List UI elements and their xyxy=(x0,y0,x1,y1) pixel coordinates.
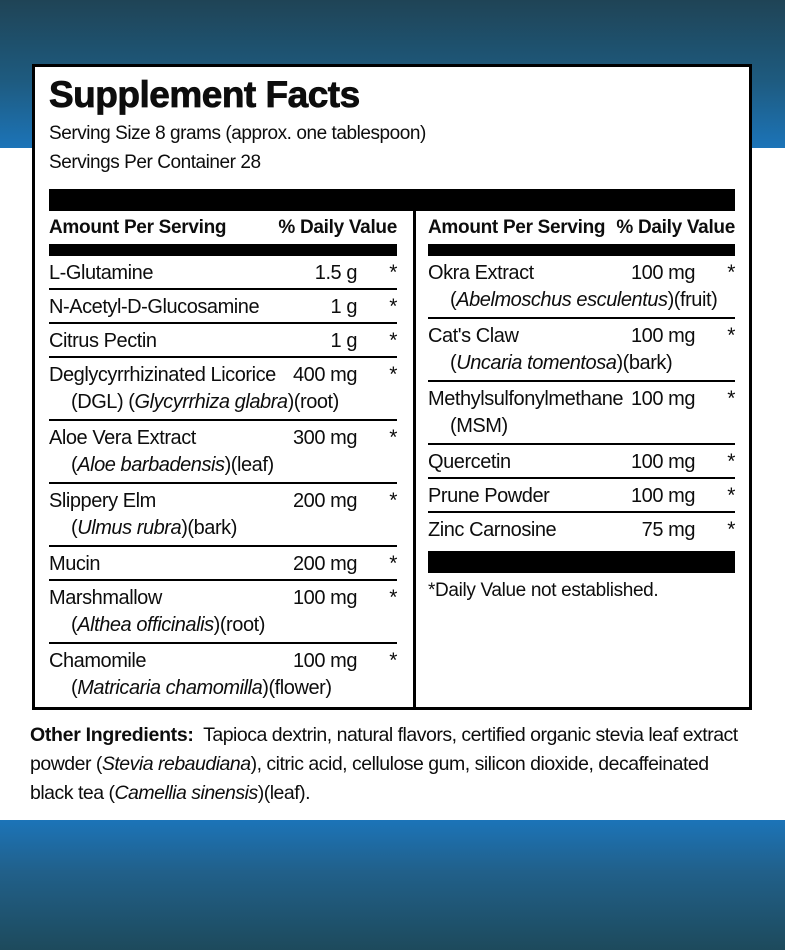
ingredient-amount: 400 mg xyxy=(292,364,357,386)
left-header-bar xyxy=(49,244,397,256)
other-ingredients-label: Other Ingredients: xyxy=(30,724,194,746)
column-divider xyxy=(413,211,416,707)
panel-inner: Supplement Facts Serving Size 8 grams (a… xyxy=(35,67,749,707)
other-ingredients-text: ), citric acid, cellulose gum, silicon d… xyxy=(30,753,709,804)
ingredient-row: Deglycyrrhizinated Licorice 400 mg * (DG… xyxy=(49,358,397,421)
ingredient-amount: 100 mg xyxy=(630,262,695,284)
daily-value-header: % Daily Value xyxy=(616,217,735,238)
right-column-header: Amount Per Serving % Daily Value xyxy=(428,211,735,244)
ingredient-source: (Uncaria tomentosa)(bark) xyxy=(450,352,673,374)
daily-value-asterisk: * xyxy=(389,295,397,318)
other-ingredients-text: Tapioca dextrin, natural flavors, certif… xyxy=(30,724,738,775)
ingredient-row: L-Glutamine 1.5 g * xyxy=(49,256,397,290)
ingredient-source: (Ulmus rubra)(bark) xyxy=(71,517,237,539)
ingredient-source: (Aloe barbadensis)(leaf) xyxy=(71,454,274,476)
footnote-separator-bar xyxy=(428,551,735,573)
ingredient-row: Marshmallow 100 mg * (Althea officinalis… xyxy=(49,581,397,644)
ingredient-amount: 1.5 g xyxy=(314,262,358,284)
ingredient-name: Citrus Pectin xyxy=(49,330,157,352)
ingredient-name: Aloe Vera Extract xyxy=(49,427,196,449)
ingredient-name: Methylsulfonylmethane xyxy=(428,388,624,410)
ingredient-name: Okra Extract xyxy=(428,262,534,284)
daily-value-asterisk: * xyxy=(389,586,397,609)
daily-value-asterisk: * xyxy=(389,261,397,284)
ingredient-row: Citrus Pectin 1 g * xyxy=(49,324,397,358)
daily-value-asterisk: * xyxy=(389,329,397,352)
amount-per-serving-header: Amount Per Serving xyxy=(49,217,227,238)
daily-value-asterisk: * xyxy=(727,261,735,284)
ingredient-amount: 100 mg xyxy=(630,325,695,347)
supplement-facts-title: Supplement Facts xyxy=(49,74,361,115)
ingredient-amount: 300 mg xyxy=(292,427,357,449)
left-ingredient-rows: L-Glutamine 1.5 g * N-Acetyl-D-Glucosami… xyxy=(49,256,397,705)
ingredient-amount: 100 mg xyxy=(630,485,695,507)
daily-value-asterisk: * xyxy=(727,324,735,347)
ingredient-name: Quercetin xyxy=(428,451,511,473)
latin-name: Camellia sinensis xyxy=(114,782,258,804)
daily-value-asterisk: * xyxy=(727,484,735,507)
ingredient-name: Marshmallow xyxy=(49,587,162,609)
ingredient-amount: 75 mg xyxy=(641,519,696,541)
ingredient-name: Chamomile xyxy=(49,650,147,672)
daily-value-asterisk: * xyxy=(727,518,735,541)
daily-value-asterisk: * xyxy=(727,387,735,410)
daily-value-asterisk: * xyxy=(389,426,397,449)
ingredient-row: N-Acetyl-D-Glucosamine 1 g * xyxy=(49,290,397,324)
ingredient-row: Methylsulfonylmethane 100 mg * (MSM) xyxy=(428,382,735,445)
ingredient-row: Chamomile 100 mg * (Matricaria chamomill… xyxy=(49,644,397,705)
latin-name: Stevia rebaudiana xyxy=(101,753,251,775)
ingredient-source: (MSM) xyxy=(450,415,508,437)
ingredient-name: Prune Powder xyxy=(428,485,550,507)
ingredient-source: (DGL) (Glycyrrhiza glabra)(root) xyxy=(71,391,339,413)
ingredient-row: Zinc Carnosine 75 mg * xyxy=(428,513,735,545)
ingredient-row: Okra Extract 100 mg * (Abelmoschus escul… xyxy=(428,256,735,319)
right-column: Amount Per Serving % Daily Value Okra Ex… xyxy=(428,211,735,707)
ingredient-source: (Abelmoschus esculentus)(fruit) xyxy=(450,289,718,311)
ingredient-amount: 1 g xyxy=(330,296,358,318)
ingredient-name: Slippery Elm xyxy=(49,490,156,512)
ingredient-name: Deglycyrrhizinated Licorice xyxy=(49,364,276,386)
table-top-bar xyxy=(49,189,735,211)
ingredient-amount: 100 mg xyxy=(630,388,695,410)
ingredient-amount: 200 mg xyxy=(292,490,357,512)
supplement-facts-panel: Supplement Facts Serving Size 8 grams (a… xyxy=(32,64,752,710)
ingredient-row: Quercetin 100 mg * xyxy=(428,445,735,479)
servings-per-container-text: Servings Per Container 28 xyxy=(49,152,261,173)
ingredient-source: (Althea officinalis)(root) xyxy=(71,614,265,636)
ingredient-name: Mucin xyxy=(49,553,101,575)
right-ingredient-rows: Okra Extract 100 mg * (Abelmoschus escul… xyxy=(428,256,735,545)
daily-value-asterisk: * xyxy=(389,489,397,512)
ingredient-source: (Matricaria chamomilla)(flower) xyxy=(71,677,332,699)
bottom-gradient-band xyxy=(0,820,785,950)
daily-value-asterisk: * xyxy=(389,363,397,386)
left-column-header: Amount Per Serving % Daily Value xyxy=(49,211,397,244)
table-columns: Amount Per Serving % Daily Value L-Gluta… xyxy=(49,211,735,707)
daily-value-asterisk: * xyxy=(389,649,397,672)
daily-value-header: % Daily Value xyxy=(278,217,397,238)
ingredient-amount: 100 mg xyxy=(292,650,357,672)
ingredient-name: Zinc Carnosine xyxy=(428,519,557,541)
serving-size-text: Serving Size 8 grams (approx. one tables… xyxy=(49,123,426,144)
ingredient-amount: 100 mg xyxy=(630,451,695,473)
other-ingredients-text: )(leaf). xyxy=(257,782,311,804)
ingredient-amount: 100 mg xyxy=(292,587,357,609)
other-ingredients-paragraph: Other Ingredients: Tapioca dextrin, natu… xyxy=(30,721,756,808)
left-column: Amount Per Serving % Daily Value L-Gluta… xyxy=(49,211,397,707)
ingredient-name: Cat's Claw xyxy=(428,325,519,347)
ingredient-amount: 1 g xyxy=(330,330,358,352)
ingredient-amount: 200 mg xyxy=(292,553,357,575)
ingredient-row: Mucin 200 mg * xyxy=(49,547,397,581)
daily-value-asterisk: * xyxy=(727,450,735,473)
ingredient-row: Aloe Vera Extract 300 mg * (Aloe barbade… xyxy=(49,421,397,484)
amount-per-serving-header: Amount Per Serving xyxy=(428,217,606,238)
ingredient-row: Cat's Claw 100 mg * (Uncaria tomentosa)(… xyxy=(428,319,735,382)
supplement-table: Amount Per Serving % Daily Value L-Gluta… xyxy=(49,189,735,707)
ingredient-name: N-Acetyl-D-Glucosamine xyxy=(49,296,260,318)
right-header-bar xyxy=(428,244,735,256)
ingredient-row: Prune Powder 100 mg * xyxy=(428,479,735,513)
ingredient-name: L-Glutamine xyxy=(49,262,153,284)
daily-value-asterisk: * xyxy=(389,552,397,575)
ingredient-row: Slippery Elm 200 mg * (Ulmus rubra)(bark… xyxy=(49,484,397,547)
daily-value-footnote: *Daily Value not established. xyxy=(428,580,659,601)
